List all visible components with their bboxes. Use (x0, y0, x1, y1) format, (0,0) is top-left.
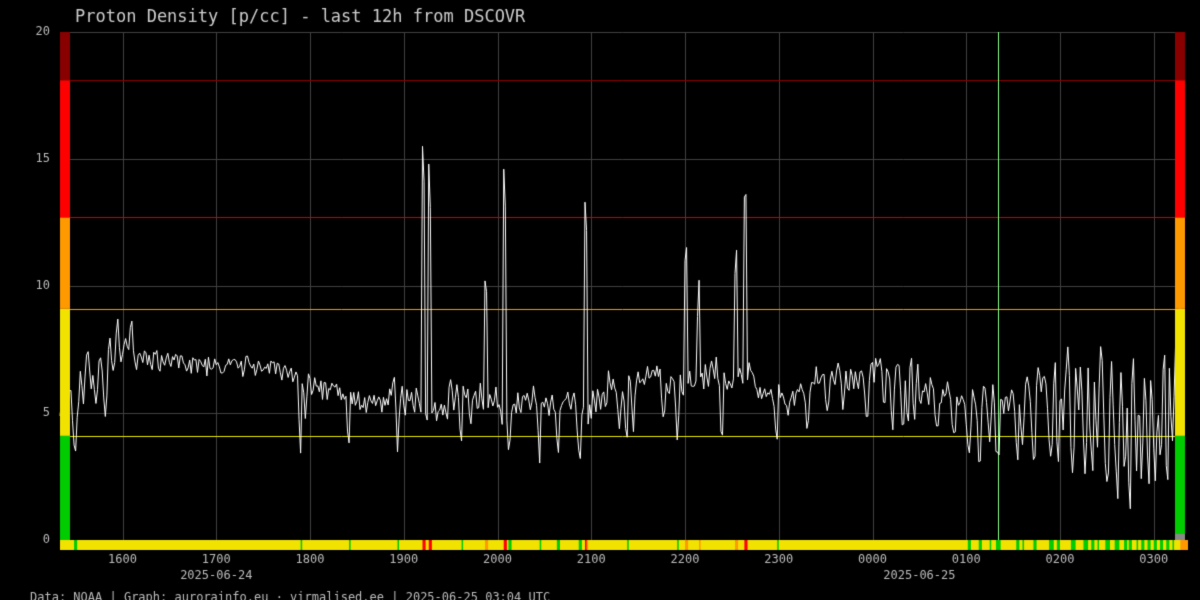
proton-density-chart (0, 0, 1200, 600)
